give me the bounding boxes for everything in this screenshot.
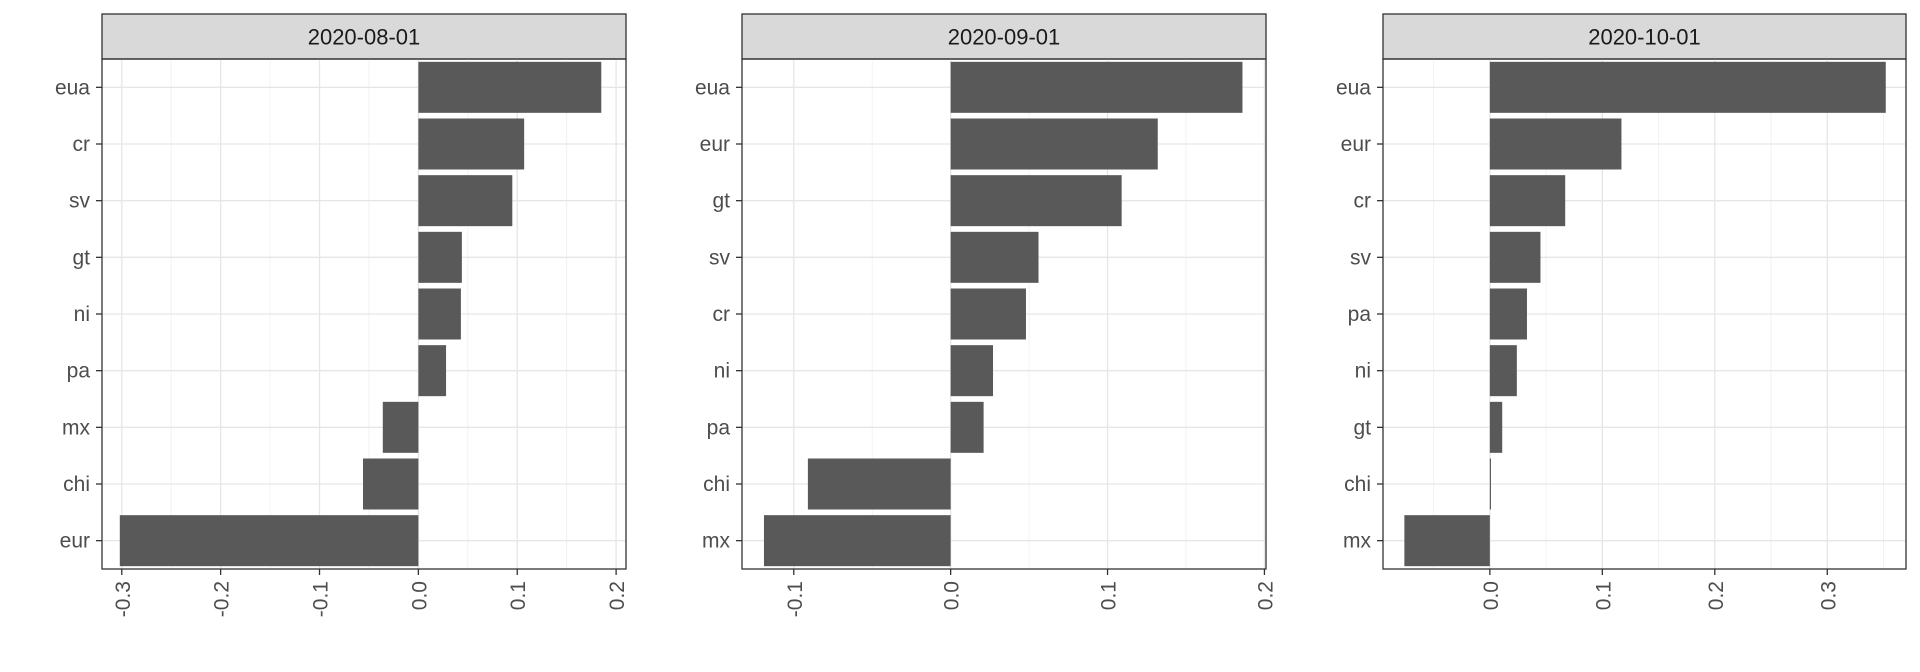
x-tick-label: 0.0 [1480,581,1503,610]
bar-eua [418,61,602,113]
bar-eua [950,61,1243,113]
bar-cr [1489,175,1566,227]
facet-title: 2020-10-01 [1588,25,1701,50]
category-label: ni [74,303,90,326]
category-label: eur [60,530,90,553]
category-label: mx [1343,530,1371,553]
bar-eua [1489,61,1886,113]
bar-eur [950,118,1158,170]
bar-eur [1489,118,1622,170]
facet-title: 2020-08-01 [308,25,421,50]
bar-chi [363,458,419,510]
x-tick-label: 0.1 [507,581,530,610]
category-label: eua [1336,76,1371,99]
bar-pa [418,345,447,397]
bar-ni [1489,345,1517,397]
bar-ni [418,288,461,340]
category-label: ni [714,360,730,383]
x-tick-label: 0.2 [606,581,629,610]
x-tick-label: 0.3 [1817,581,1840,610]
category-label: pa [67,360,91,383]
bar-cr [418,118,525,170]
bar-gt [418,231,462,283]
facet-strip [101,13,627,60]
x-tick-label: 0.0 [408,581,431,610]
category-label: mx [702,530,730,553]
facet-panel-2: 2020-09-01 eua eur gt sv cr ni pa chi mx -0.1 0.0 0.… [695,13,1277,617]
x-tick-label: -0.1 [310,581,333,617]
bar-gt [1489,401,1503,453]
x-tick-label: 0.1 [1592,581,1615,610]
facet-strip [1382,13,1907,60]
x-tick-label: -0.1 [784,581,807,617]
category-label: gt [712,190,730,213]
x-tick-label: 0.2 [1254,581,1277,610]
x-tick-label: -0.3 [112,581,135,617]
x-tick-label: 0.0 [941,581,964,610]
bar-pa [950,401,984,453]
x-tick-label: 0.2 [1705,581,1728,610]
category-label: gt [1353,416,1371,439]
bar-ni [950,345,994,397]
facet-panel-3: 2020-10-01 eua eur cr sv pa ni gt chi mx 0.0 0.1 0.2… [1336,13,1907,610]
category-label: chi [1344,473,1371,496]
category-label: sv [1350,246,1372,269]
category-label: sv [69,190,91,213]
bar-eur [119,515,419,567]
bar-cr [950,288,1026,340]
category-label: gt [72,246,90,269]
category-label: eur [700,133,730,156]
bar-mx [763,515,951,567]
bar-sv [1489,231,1541,283]
category-label: eua [55,76,90,99]
category-label: pa [707,416,731,439]
category-label: ni [1355,360,1371,383]
category-label: pa [1348,303,1372,326]
facet-title: 2020-09-01 [948,25,1061,50]
category-label: cr [1354,190,1372,213]
x-tick-label: 0.1 [1098,581,1121,610]
facet-panel-1: 2020-08-01 eua cr sv gt ni pa mx chi eur -0.3 -0.2 -… [55,13,629,617]
bar-sv [418,175,513,227]
category-label: sv [709,246,731,269]
bar-gt [950,175,1122,227]
category-label: eua [695,76,730,99]
bar-sv [950,231,1039,283]
bar-pa [1489,288,1527,340]
category-label: mx [62,416,90,439]
category-label: cr [73,133,91,156]
bar-mx [1404,515,1490,567]
category-label: chi [703,473,730,496]
category-label: chi [63,473,90,496]
category-label: cr [713,303,731,326]
category-label: eur [1341,133,1371,156]
x-tick-label: -0.2 [211,581,234,617]
bar-chi [1489,458,1491,510]
bar-mx [382,401,419,453]
bar-chi [807,458,951,510]
